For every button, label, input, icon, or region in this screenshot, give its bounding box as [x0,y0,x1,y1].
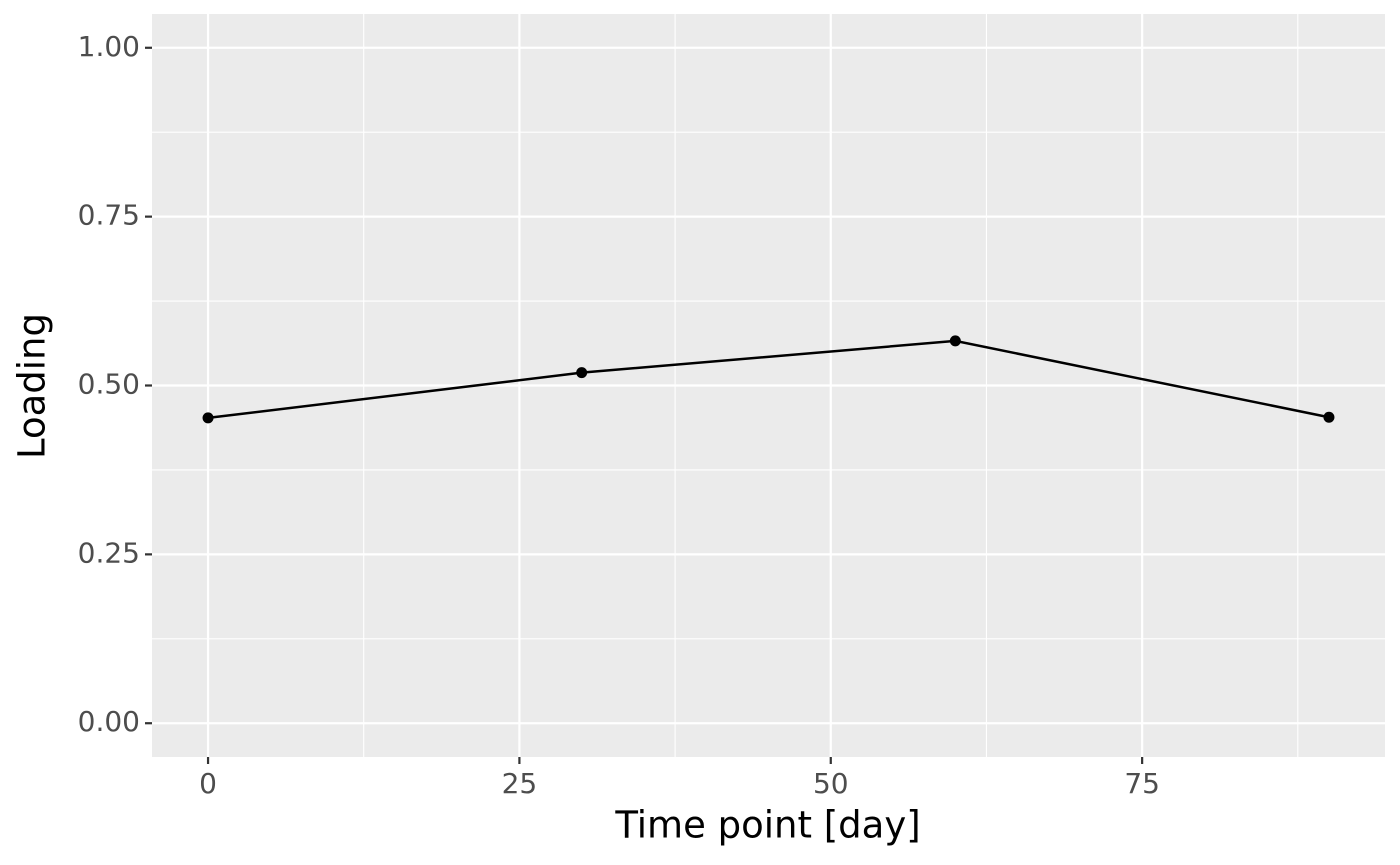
y-tick-label: 0.75 [78,199,140,232]
y-tick-label: 1.00 [78,30,140,63]
x-axis-title: Time point [day] [614,804,920,847]
line [207,339,1330,420]
y-tick-label: 0.00 [78,705,140,738]
point [949,335,961,347]
x-tick-label: 75 [1124,767,1160,800]
y-tick-label: 0.25 [78,536,140,569]
point [1323,411,1335,423]
point [202,412,214,424]
y-axis-title: Loading [11,313,54,459]
x-tick-label: 50 [813,767,849,800]
grid [152,14,1385,757]
x-tick-label: 25 [502,767,538,800]
y-tick-label: 0.50 [78,368,140,401]
x-tick-label: 0 [199,767,217,800]
point [576,367,588,379]
